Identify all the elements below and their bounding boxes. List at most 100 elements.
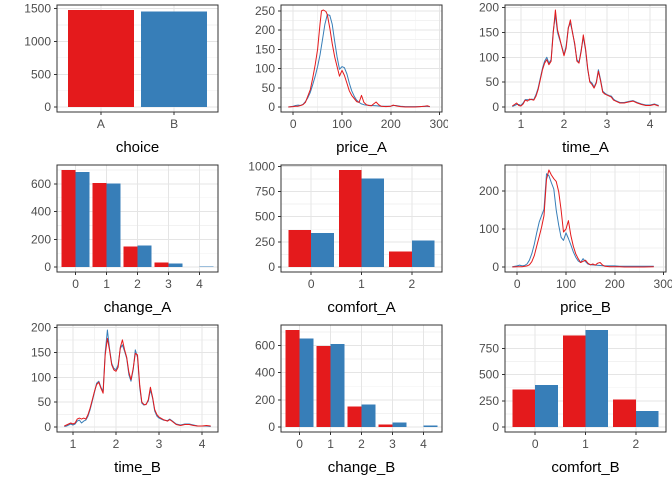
svg-text:300: 300 <box>654 277 672 291</box>
svg-text:100: 100 <box>332 117 352 131</box>
svg-text:150: 150 <box>31 345 51 359</box>
svg-text:150: 150 <box>479 25 499 39</box>
chart-price-a: 0 50 100 150 200 250 0 100 200 300 price_A <box>255 4 448 156</box>
svg-text:300: 300 <box>430 117 448 131</box>
chart-change-a: 0 200 400 600 0 1 2 3 4 change_A <box>31 164 219 316</box>
panel-time-a: 0 50 100 150 200 1 2 3 4 time_A <box>448 0 672 160</box>
svg-text:choice: choice <box>116 139 159 156</box>
svg-text:150: 150 <box>255 42 275 56</box>
svg-text:change_A: change_A <box>104 299 172 316</box>
svg-text:2: 2 <box>632 437 639 451</box>
svg-text:1500: 1500 <box>24 2 51 16</box>
svg-text:3: 3 <box>165 277 172 291</box>
svg-text:100: 100 <box>479 222 499 236</box>
svg-text:50: 50 <box>486 75 500 89</box>
svg-text:2: 2 <box>408 277 415 291</box>
svg-text:3: 3 <box>156 437 163 451</box>
svg-text:time_A: time_A <box>562 139 609 156</box>
svg-text:0: 0 <box>268 100 275 114</box>
svg-text:50: 50 <box>38 395 52 409</box>
svg-text:100: 100 <box>479 50 499 64</box>
svg-text:0: 0 <box>44 260 51 274</box>
svg-text:100: 100 <box>556 277 576 291</box>
chart-comfort-b: 0 250 500 750 0 1 2 comfort_B <box>479 324 667 476</box>
svg-text:2: 2 <box>113 437 120 451</box>
svg-text:0: 0 <box>268 420 275 434</box>
svg-text:3: 3 <box>389 437 396 451</box>
svg-text:4: 4 <box>420 437 427 451</box>
svg-text:0: 0 <box>492 100 499 114</box>
svg-text:0: 0 <box>492 420 499 434</box>
svg-text:1: 1 <box>327 437 334 451</box>
svg-text:0: 0 <box>72 277 79 291</box>
svg-text:1: 1 <box>518 117 525 131</box>
svg-text:200: 200 <box>605 277 625 291</box>
svg-text:500: 500 <box>255 210 275 224</box>
svg-text:50: 50 <box>262 81 276 95</box>
svg-text:750: 750 <box>479 341 499 355</box>
svg-text:1: 1 <box>582 437 589 451</box>
svg-text:250: 250 <box>479 394 499 408</box>
chart-comfort-a: 0 250 500 750 1000 0 1 2 comfort_A <box>248 160 443 316</box>
svg-text:200: 200 <box>381 117 401 131</box>
svg-text:3: 3 <box>604 117 611 131</box>
svg-text:0: 0 <box>44 420 51 434</box>
svg-text:A: A <box>97 117 105 131</box>
svg-text:1000: 1000 <box>24 34 51 48</box>
svg-text:1: 1 <box>358 277 365 291</box>
svg-text:0: 0 <box>492 260 499 274</box>
panel-price-a: 0 50 100 150 200 250 0 100 200 300 price_A <box>224 0 448 160</box>
svg-text:comfort_A: comfort_A <box>327 299 395 316</box>
panel-change-b: 0 200 400 600 0 1 2 3 4 change_B <box>224 320 448 480</box>
svg-text:500: 500 <box>479 368 499 382</box>
svg-text:2: 2 <box>134 277 141 291</box>
svg-text:200: 200 <box>479 184 499 198</box>
chart-price-b: 0 100 200 0 100 200 300 price_B <box>479 164 672 316</box>
svg-text:0: 0 <box>514 277 521 291</box>
svg-text:750: 750 <box>255 185 275 199</box>
svg-text:change_B: change_B <box>328 459 396 476</box>
svg-text:1000: 1000 <box>248 160 275 173</box>
svg-text:1: 1 <box>103 277 110 291</box>
chart-change-b: 0 200 400 600 0 1 2 3 4 change_B <box>255 324 443 476</box>
svg-text:4: 4 <box>196 277 203 291</box>
svg-text:100: 100 <box>31 370 51 384</box>
svg-text:price_A: price_A <box>336 139 387 156</box>
svg-text:200: 200 <box>255 23 275 37</box>
svg-text:B: B <box>170 117 178 131</box>
panel-comfort-a: 0 250 500 750 1000 0 1 2 comfort_A <box>224 160 448 320</box>
svg-text:price_B: price_B <box>560 299 611 316</box>
svg-text:2: 2 <box>561 117 568 131</box>
chart-time-b: 0 50 100 150 200 1 2 3 4 time_B <box>31 320 219 476</box>
svg-text:100: 100 <box>255 62 275 76</box>
panel-change-a: 0 200 400 600 0 1 2 3 4 change_A <box>0 160 224 320</box>
svg-text:200: 200 <box>255 393 275 407</box>
panel-comfort-b: 0 250 500 750 0 1 2 comfort_B <box>448 320 672 480</box>
svg-text:0: 0 <box>44 100 51 114</box>
svg-text:0: 0 <box>296 437 303 451</box>
svg-text:500: 500 <box>31 67 51 81</box>
svg-text:0: 0 <box>308 277 315 291</box>
panel-time-b: 0 50 100 150 200 1 2 3 4 time_B <box>0 320 224 480</box>
svg-text:1: 1 <box>70 437 77 451</box>
svg-text:200: 200 <box>31 232 51 246</box>
svg-text:200: 200 <box>479 0 499 14</box>
svg-text:250: 250 <box>255 235 275 249</box>
svg-text:4: 4 <box>199 437 206 451</box>
panel-price-b: 0 100 200 0 100 200 300 price_B <box>448 160 672 320</box>
svg-text:time_B: time_B <box>114 459 161 476</box>
svg-text:0: 0 <box>268 260 275 274</box>
svg-text:comfort_B: comfort_B <box>551 459 619 476</box>
svg-text:200: 200 <box>31 320 51 334</box>
svg-text:0: 0 <box>532 437 539 451</box>
svg-text:0: 0 <box>290 117 297 131</box>
svg-text:600: 600 <box>31 177 51 191</box>
svg-text:400: 400 <box>31 205 51 219</box>
svg-text:400: 400 <box>255 366 275 380</box>
svg-text:250: 250 <box>255 4 275 18</box>
svg-text:600: 600 <box>255 339 275 353</box>
chart-time-a: 0 50 100 150 200 1 2 3 4 time_A <box>479 0 667 156</box>
